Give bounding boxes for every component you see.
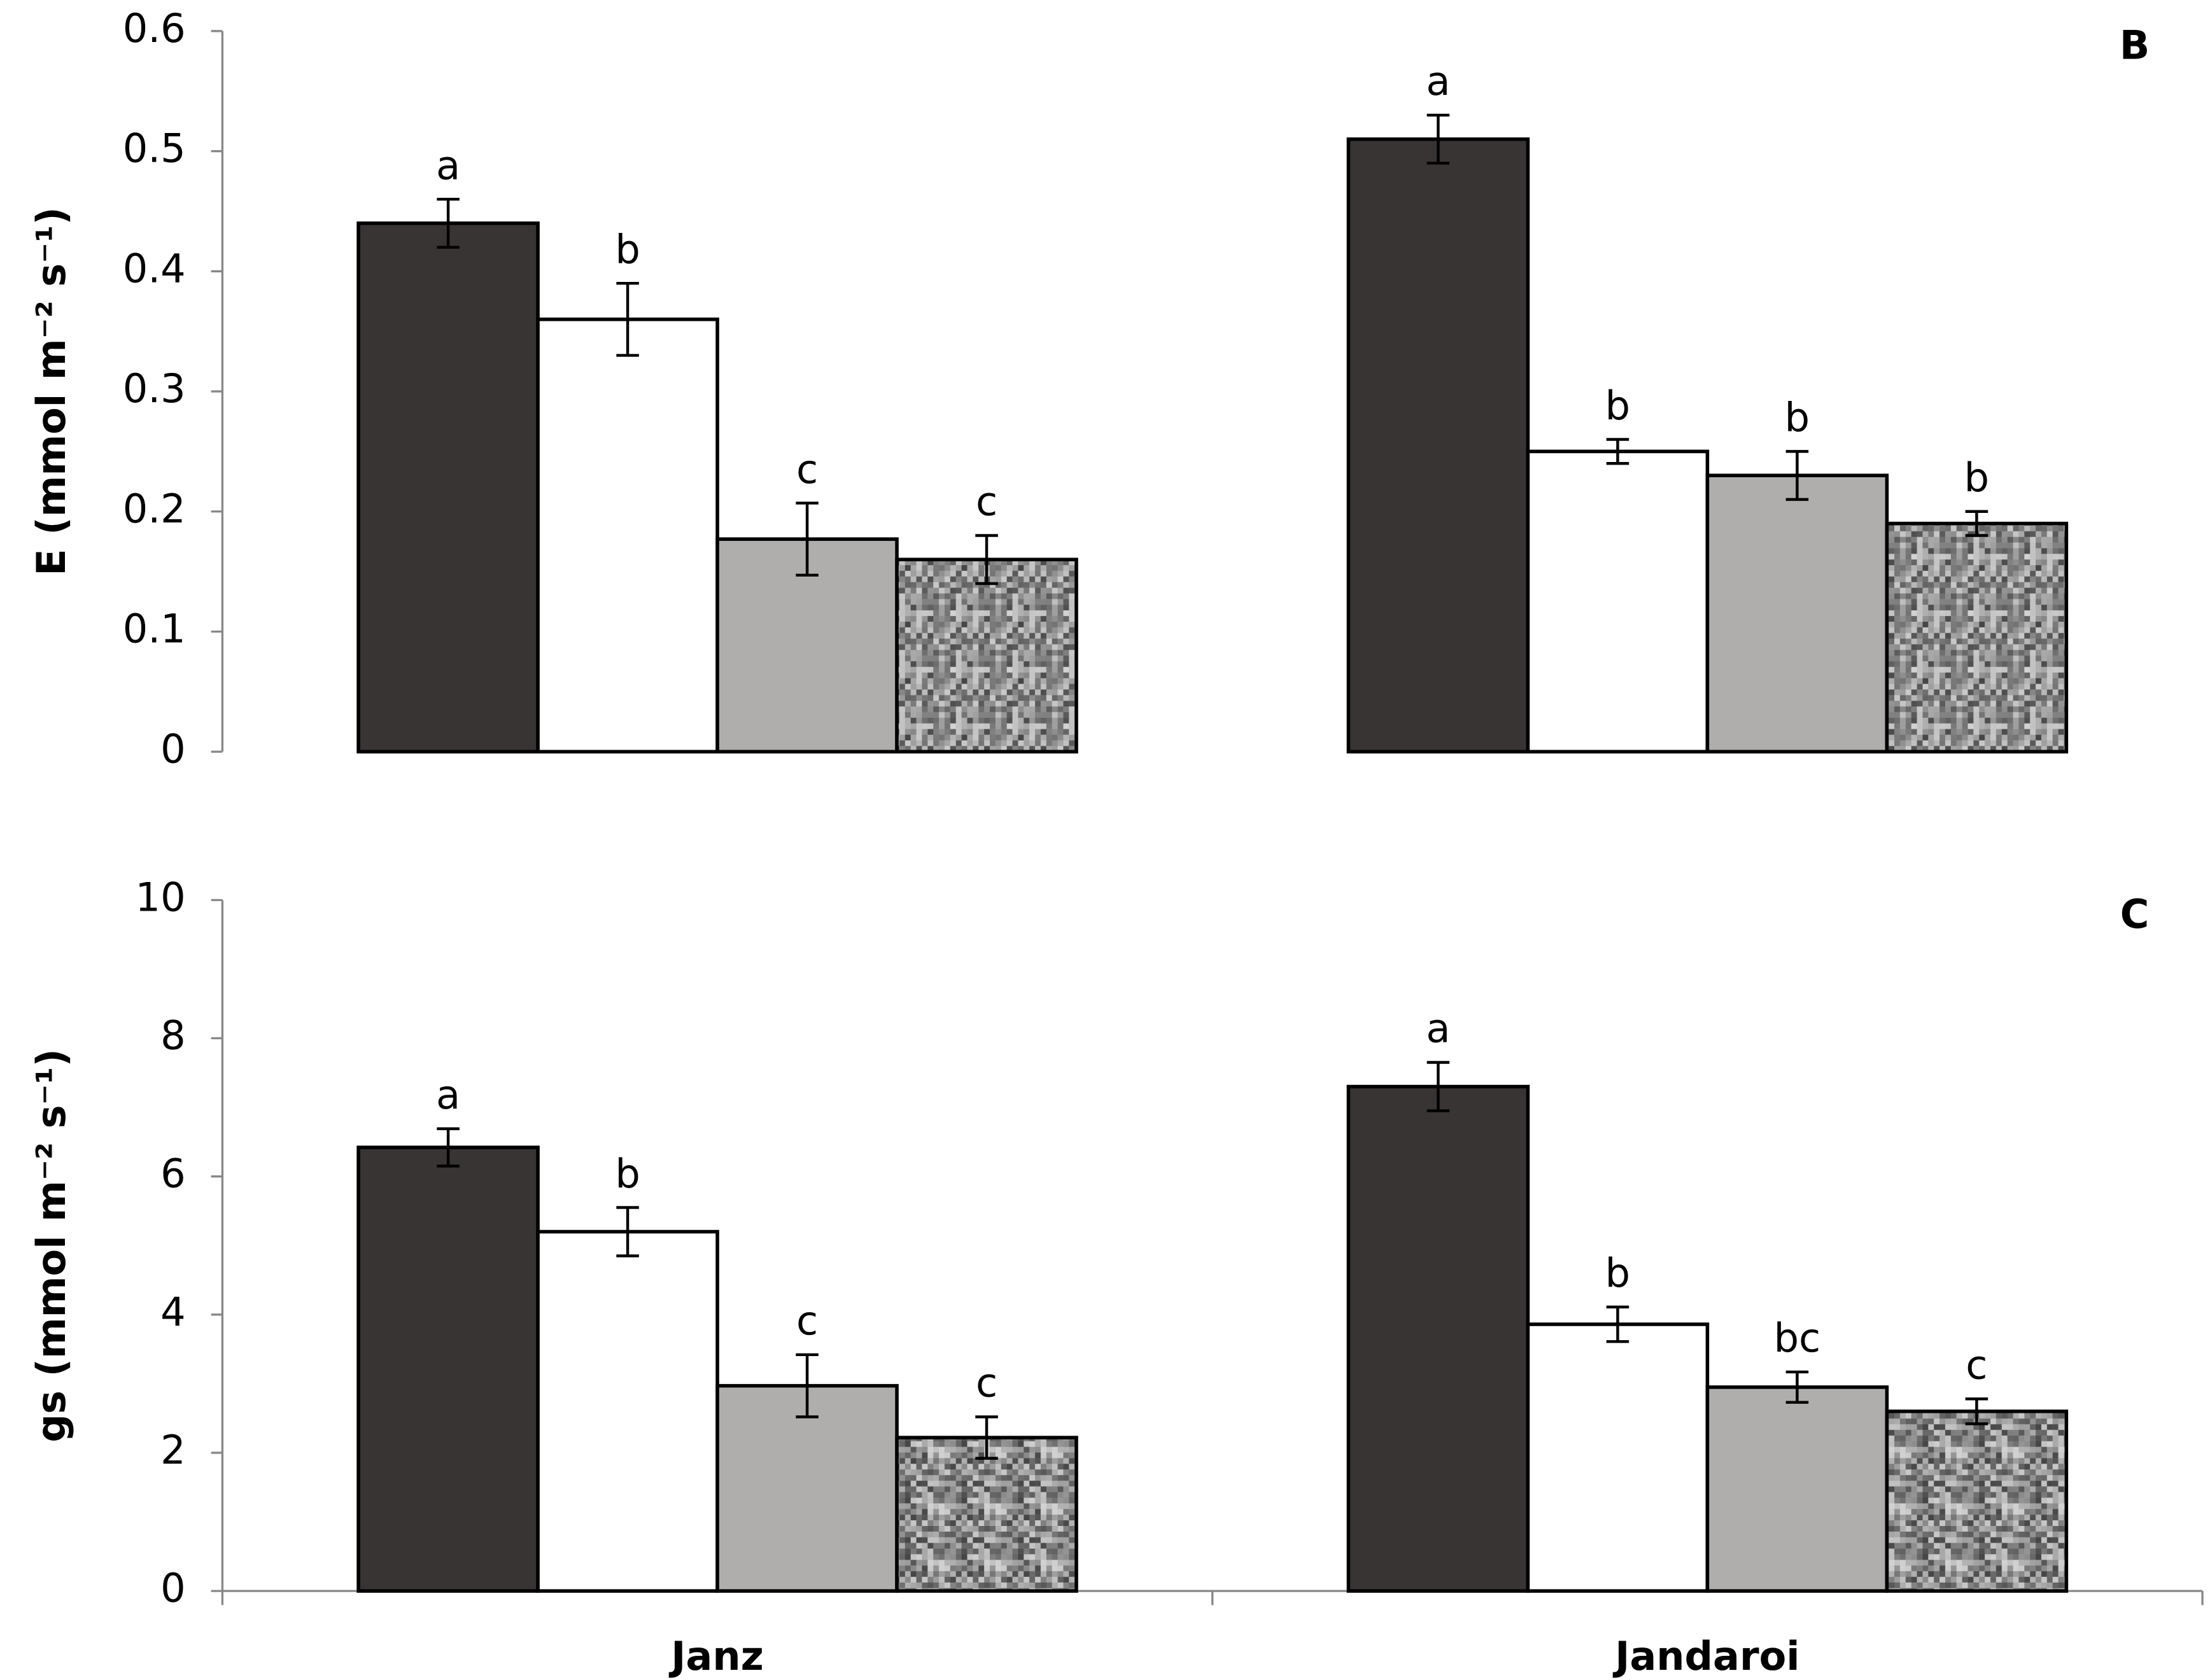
error-bar [1785,1370,1809,1404]
significance-letter: c [796,446,818,493]
bar [895,557,1078,754]
bar [1705,473,1889,754]
error-bar [1965,1397,1988,1425]
error-bar [1606,438,1629,465]
y-tick-label: 10 [136,874,186,920]
bar [536,318,719,754]
bar [715,1383,899,1593]
error-bar [975,1415,998,1460]
bar [1526,449,1710,754]
significance-letter: c [1966,1342,1987,1389]
y-tick-label: 0.4 [123,245,186,291]
y-tick-label: 0.2 [123,486,186,532]
error-bar [616,1206,639,1257]
error-bar [1426,113,1450,165]
bar [895,1436,1078,1593]
error-bar [437,1127,460,1168]
significance-letter: a [1426,58,1450,104]
significance-letter: c [796,1298,818,1344]
significance-letter: c [976,1360,997,1406]
panel-label: C [2120,891,2150,937]
bar [1885,1410,2069,1593]
y-axis-label: gs (mmol m⁻² s⁻¹) [28,1049,74,1443]
y-tick-label: 6 [160,1151,186,1197]
error-bar [796,501,819,577]
bar [356,1145,540,1593]
bar [1705,1385,1889,1593]
significance-letter: b [615,1151,640,1197]
significance-letter: b [1605,1250,1630,1296]
error-bar [1606,1305,1629,1343]
y-tick-label: 0 [160,725,186,772]
error-bar [796,1353,819,1418]
significance-letter: a [436,142,460,188]
bar [356,221,540,754]
bar [1885,521,2069,754]
bar [1526,1322,1710,1593]
significance-letter: c [976,479,997,525]
significance-letter: b [1785,395,1810,441]
y-tick-label: 4 [160,1289,186,1335]
significance-letter: a [1426,1005,1450,1052]
bar [536,1229,719,1593]
error-bar [975,534,998,585]
y-axis-label: E (mmol m⁻² s⁻¹) [28,207,74,576]
y-tick-label: 0.5 [123,125,186,172]
significance-letter: b [1964,454,1989,501]
y-tick-label: 0.1 [123,606,186,652]
y-tick-label: 0.3 [123,365,186,412]
significance-letter: bc [1774,1315,1821,1361]
y-tick-label: 0 [160,1565,186,1611]
y-tick-label: 2 [160,1427,186,1473]
error-bar [1426,1061,1450,1112]
y-tick-label: 0.6 [123,5,186,52]
error-bar [437,197,460,249]
bar [1346,1084,1530,1593]
x-tick-label: Jandaroi [1612,1633,1799,1679]
y-tick-label: 8 [160,1012,186,1059]
panel-label: B [2120,22,2150,69]
error-bar [1965,510,1988,537]
error-bar [1785,450,1809,501]
error-bar [616,281,639,357]
bar [1346,137,1530,754]
significance-letter: b [615,226,640,272]
significance-letter: b [1605,382,1630,429]
significance-letter: a [436,1072,460,1118]
x-tick-label: Janz [668,1633,764,1679]
